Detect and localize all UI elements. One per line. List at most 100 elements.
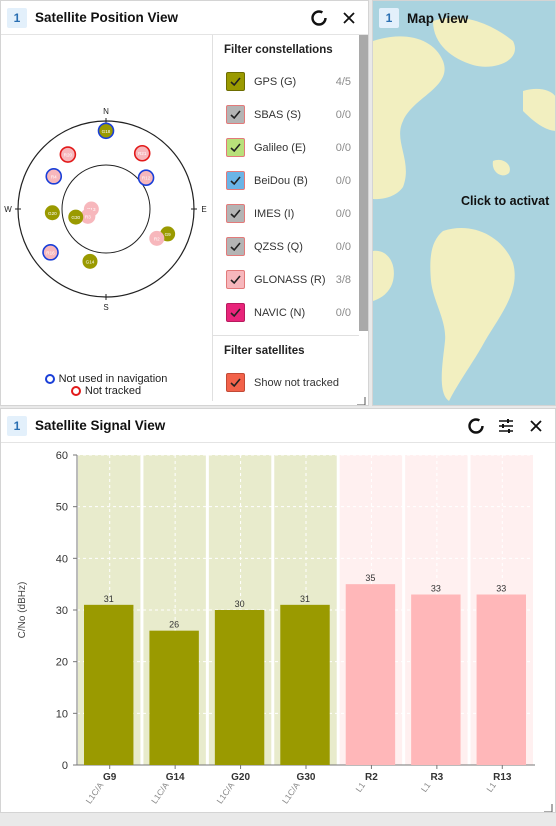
bar-value-label: 33 — [496, 584, 506, 594]
satellite-checkbox[interactable] — [226, 373, 245, 392]
sky-plot: N S E W G18 R20 R21 R4 R12 R13 R3 G20 G30 G9 R2 R16 G14 — [4, 107, 206, 312]
constellation-checkbox[interactable] — [226, 237, 245, 256]
constellation-label: GLONASS (R) — [254, 273, 326, 286]
constellation-count: 0/0 — [335, 306, 351, 319]
bar-value-label: 31 — [300, 594, 310, 604]
satellite-marker[interactable]: R4 — [45, 168, 63, 185]
check-icon — [230, 378, 241, 388]
constellation-count: 4/5 — [335, 75, 351, 88]
check-icon — [230, 275, 241, 285]
signal-bar[interactable] — [214, 610, 265, 765]
map-panel-index-badge: 1 — [379, 8, 399, 28]
legend-not-used-ring — [44, 374, 55, 384]
satellite-marker[interactable]: G20 — [44, 205, 60, 221]
sky-plot-area: N S E W G18 R20 R21 R4 R12 R13 R3 G20 G30 G9 R2 R16 G14 … — [1, 35, 211, 405]
satellite-marker-label: G18 — [102, 129, 111, 134]
map-panel[interactable]: 1 Map View Click to activat — [372, 0, 556, 406]
x-category-label: G20 — [231, 772, 250, 783]
x-signal-label: L1C/A — [149, 780, 171, 805]
constellation-count: 0/0 — [335, 240, 351, 253]
constellation-checkbox[interactable] — [226, 270, 245, 289]
filter-scrollbar[interactable] — [359, 35, 368, 331]
constellation-filter-item[interactable]: GLONASS (R) 3/8 — [213, 263, 359, 296]
check-icon — [230, 110, 241, 120]
x-category-label: R3 — [430, 772, 443, 783]
bar-value-label: 35 — [365, 573, 375, 583]
constellation-filter-item[interactable]: QZSS (Q) 0/0 — [213, 230, 359, 263]
signal-resize-handle[interactable] — [543, 800, 553, 812]
satellite-marker-label: R12 — [142, 176, 151, 181]
constellation-count: 0/0 — [335, 207, 351, 220]
constellation-checkbox[interactable] — [226, 138, 245, 157]
signal-bar[interactable] — [476, 594, 526, 766]
constellation-checkbox[interactable] — [226, 204, 245, 223]
constellation-filter-item[interactable]: SBAS (S) 0/0 — [213, 98, 359, 131]
refresh-ring-icon — [311, 9, 327, 26]
constellation-label: Galileo (E) — [254, 141, 306, 154]
constellation-filter-item[interactable]: GPS (G) 4/5 — [213, 65, 359, 98]
x-signal-label: L1C/A — [214, 780, 236, 805]
satellite-marker[interactable]: R20 — [59, 146, 77, 163]
y-tick-label: 50 — [56, 502, 68, 514]
position-refresh-button[interactable] — [308, 7, 330, 29]
signal-bar[interactable] — [149, 630, 199, 765]
signal-bar[interactable] — [280, 604, 330, 765]
resize-grip-icon — [357, 397, 366, 405]
position-panel-header: 1 Satellite Position View — [1, 1, 368, 35]
signal-panel-index-badge: 1 — [7, 415, 27, 436]
constellation-filter-item[interactable]: Galileo (E) 0/0 — [213, 131, 359, 164]
filter-constellations-heading: Filter constellations — [224, 44, 333, 56]
signal-bar[interactable] — [345, 584, 396, 765]
bar-value-label: 33 — [431, 584, 441, 594]
satellite-marker-label: R21 — [138, 151, 147, 156]
close-icon — [343, 11, 355, 24]
constellation-checkbox[interactable] — [226, 303, 245, 322]
satellite-marker[interactable]: G18 — [97, 122, 115, 140]
satellite-marker-label: G20 — [48, 211, 57, 216]
satellite-marker-label: R3 — [85, 214, 91, 219]
constellation-label: SBAS (S) — [254, 108, 302, 121]
refresh-ring-icon — [468, 417, 484, 434]
signal-close-button[interactable] — [525, 415, 547, 437]
signal-panel-header: 1 Satellite Signal View — [1, 409, 555, 443]
constellation-filter-item[interactable]: NAVIC (N) 0/0 — [213, 296, 359, 329]
signal-panel-title: Satellite Signal View — [35, 418, 166, 433]
satellite-filter-item[interactable]: Show not tracked — [213, 366, 359, 399]
constellation-checkbox[interactable] — [226, 72, 245, 91]
constellation-checkbox[interactable] — [226, 105, 245, 124]
constellation-filter-item[interactable]: IMES (I) 0/0 — [213, 197, 359, 230]
satellite-marker[interactable]: G30 — [68, 209, 84, 225]
position-panel-index-badge: 1 — [7, 7, 27, 28]
signal-bar[interactable] — [411, 594, 461, 766]
legend-not-used-label: Not used in navigation — [58, 373, 168, 385]
constellation-count: 0/0 — [335, 108, 351, 121]
satellite-marker[interactable]: G14 — [82, 253, 98, 269]
position-resize-handle[interactable] — [356, 393, 366, 405]
satellite-marker[interactable]: R12 — [137, 169, 155, 186]
satellite-signal-panel: 1 Satellite Signal View 0 10 20 30 40 50 60 C/N… — [0, 408, 556, 813]
position-close-button[interactable] — [338, 7, 360, 29]
signal-refresh-button[interactable] — [465, 415, 487, 437]
satellite-marker[interactable]: R16 — [42, 244, 59, 261]
resize-grip-icon — [544, 804, 553, 812]
check-icon — [230, 209, 241, 219]
check-icon — [230, 308, 241, 318]
signal-settings-button[interactable] — [495, 415, 517, 437]
legend-not-used: Not used in navigation — [1, 373, 211, 385]
y-tick-label: 30 — [56, 605, 68, 617]
x-signal-label: L1C/A — [280, 780, 302, 805]
signal-bar[interactable] — [84, 604, 134, 765]
constellation-label: NAVIC (N) — [254, 306, 306, 319]
map-canvas[interactable] — [373, 1, 556, 406]
constellation-checkbox[interactable] — [226, 171, 245, 190]
satellite-marker[interactable]: R21 — [133, 144, 151, 162]
satellite-marker-label: R20 — [64, 153, 73, 158]
map-activate-overlay[interactable]: Click to activat — [461, 194, 550, 208]
satellite-marker-label: G9 — [165, 232, 172, 237]
bar-value-label: 30 — [235, 599, 245, 609]
constellation-filter-item[interactable]: BeiDou (B) 0/0 — [213, 164, 359, 197]
elevation-45-ring — [61, 164, 151, 254]
satellite-marker[interactable]: R2 — [149, 230, 165, 246]
satellite-marker[interactable]: R3 — [80, 208, 96, 224]
